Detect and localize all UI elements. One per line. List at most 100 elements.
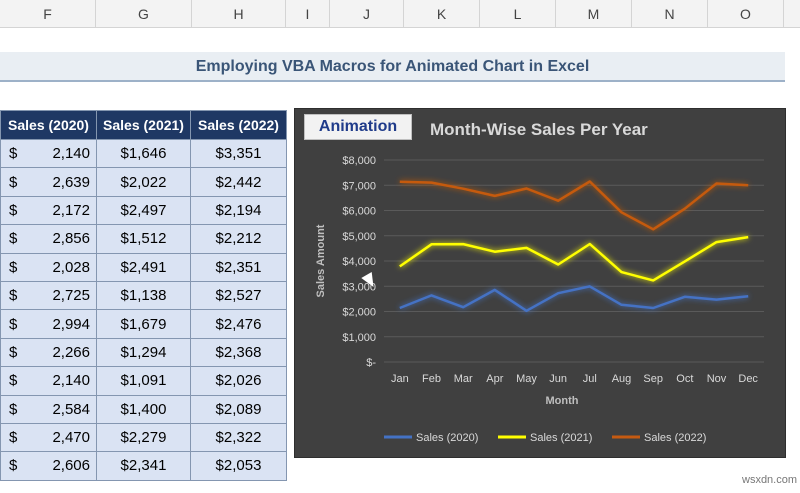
- cell-sales-2021[interactable]: $2,341: [96, 451, 191, 481]
- cell-sales-2021[interactable]: $2,491: [96, 252, 191, 282]
- cell-sales-2022[interactable]: $2,194: [190, 195, 287, 226]
- column-header-n[interactable]: N: [632, 0, 708, 28]
- cell-sales-2021[interactable]: $2,497: [96, 195, 191, 226]
- cell-sales-2020[interactable]: $2,028: [0, 252, 97, 282]
- cell-sales-2020[interactable]: $2,856: [0, 224, 97, 254]
- amount: 2,140: [52, 145, 90, 163]
- y-tick-label: $1,000: [342, 332, 376, 344]
- sheet-title[interactable]: Employing VBA Macros for Animated Chart …: [195, 58, 590, 75]
- currency-symbol: $: [9, 201, 18, 219]
- x-tick-label: Jul: [583, 373, 597, 385]
- cell-sales-2021[interactable]: $1,294: [96, 337, 191, 368]
- cell-sales-2021[interactable]: $1,646: [96, 138, 191, 169]
- column-header-k[interactable]: K: [404, 0, 480, 28]
- table-row: $2,172 $2,497 $2,194: [0, 195, 287, 226]
- x-tick-label: Mar: [454, 373, 473, 385]
- column-header-m[interactable]: M: [556, 0, 632, 28]
- currency-symbol: $: [9, 343, 18, 361]
- chart-title: Month-Wise Sales Per Year: [430, 120, 648, 139]
- column-header-i[interactable]: I: [286, 0, 330, 28]
- cell-sales-2022[interactable]: $2,476: [190, 309, 287, 339]
- y-tick-label: $7,000: [342, 180, 376, 192]
- amount: 2,725: [52, 287, 90, 305]
- currency-symbol: $: [9, 145, 18, 163]
- cell-sales-2021[interactable]: $2,022: [96, 167, 191, 197]
- table-row: $2,994 $1,679 $2,476: [0, 309, 287, 339]
- cell-sales-2022[interactable]: $2,442: [190, 167, 287, 197]
- amount: 2,266: [52, 343, 90, 361]
- header-sales-2022[interactable]: Sales (2022): [190, 110, 287, 140]
- y-tick-label: $3,000: [342, 281, 376, 293]
- watermark: wsxdn.com: [742, 474, 798, 486]
- currency-symbol: $: [9, 258, 18, 276]
- cell-sales-2020[interactable]: $2,172: [0, 195, 97, 226]
- cell-sales-2020[interactable]: $2,140: [0, 366, 97, 396]
- currency-symbol: $: [9, 287, 18, 305]
- currency-symbol: $: [9, 429, 18, 447]
- column-header-row: F G H I J K L M N O: [0, 0, 800, 28]
- table-row: $2,584 $1,400 $2,089: [0, 394, 287, 424]
- table-row: $2,725 $1,138 $2,527: [0, 280, 287, 311]
- table-row: $2,140 $1,646 $3,351: [0, 138, 287, 169]
- column-header-j[interactable]: J: [330, 0, 404, 28]
- amount: 2,639: [52, 173, 90, 191]
- cell-sales-2020[interactable]: $2,639: [0, 167, 97, 197]
- cell-sales-2020[interactable]: $2,140: [0, 138, 97, 169]
- currency-symbol: $: [9, 230, 18, 248]
- cell-sales-2020[interactable]: $2,470: [0, 422, 97, 453]
- amount: 2,470: [52, 429, 90, 447]
- legend-label: Sales (2020): [416, 432, 478, 444]
- y-tick-label: $-: [366, 357, 376, 369]
- table-header-row: Sales (2020) Sales (2021) Sales (2022): [0, 110, 287, 140]
- x-tick-label: Jan: [391, 373, 409, 385]
- cell-sales-2021[interactable]: $1,091: [96, 366, 191, 396]
- cell-sales-2020[interactable]: $2,725: [0, 280, 97, 311]
- series-line-2022: [399, 180, 749, 231]
- cell-sales-2022[interactable]: $3,351: [190, 138, 287, 169]
- cell-sales-2022[interactable]: $2,026: [190, 366, 287, 396]
- cell-sales-2021[interactable]: $1,512: [96, 224, 191, 254]
- cell-sales-2021[interactable]: $2,279: [96, 422, 191, 453]
- chart-area[interactable]: [294, 108, 786, 458]
- table-row: $2,266 $1,294 $2,368: [0, 337, 287, 368]
- currency-symbol: $: [9, 372, 18, 390]
- x-tick-label: May: [516, 373, 537, 385]
- cell-sales-2022[interactable]: $2,089: [190, 394, 287, 424]
- title-band: [0, 52, 785, 82]
- legend-label: Sales (2022): [644, 432, 706, 444]
- amount: 2,028: [52, 258, 90, 276]
- cell-sales-2022[interactable]: $2,351: [190, 252, 287, 282]
- cell-sales-2020[interactable]: $2,606: [0, 451, 97, 481]
- x-tick-label: Nov: [707, 373, 727, 385]
- currency-symbol: $: [9, 173, 18, 191]
- x-axis-title: Month: [546, 395, 579, 407]
- cell-sales-2021[interactable]: $1,679: [96, 309, 191, 339]
- table-row: $2,856 $1,512 $2,212: [0, 224, 287, 254]
- cell-sales-2022[interactable]: $2,368: [190, 337, 287, 368]
- series-line-2021: [399, 235, 749, 282]
- cell-sales-2022[interactable]: $2,322: [190, 422, 287, 453]
- header-sales-2020[interactable]: Sales (2020): [0, 110, 97, 140]
- amount: 2,606: [52, 457, 90, 475]
- cell-sales-2022[interactable]: $2,527: [190, 280, 287, 311]
- header-sales-2021[interactable]: Sales (2021): [96, 110, 191, 140]
- column-header-l[interactable]: L: [480, 0, 556, 28]
- column-header-o[interactable]: O: [708, 0, 784, 28]
- cell-sales-2022[interactable]: $2,212: [190, 224, 287, 254]
- cell-sales-2020[interactable]: $2,266: [0, 337, 97, 368]
- sales-line-chart[interactable]: $- $1,000 $2,000 $3,000 $4,000 $5,000 $6,000 $7…: [294, 108, 786, 458]
- column-header-g[interactable]: G: [96, 0, 192, 28]
- cell-sales-2021[interactable]: $1,138: [96, 280, 191, 311]
- amount: 2,994: [52, 315, 90, 333]
- cell-sales-2020[interactable]: $2,584: [0, 394, 97, 424]
- column-header-f[interactable]: F: [0, 0, 96, 28]
- cell-sales-2021[interactable]: $1,400: [96, 394, 191, 424]
- animation-button[interactable]: Animation: [304, 114, 412, 140]
- cell-sales-2022[interactable]: $2,053: [190, 451, 287, 481]
- y-tick-label: $8,000: [342, 155, 376, 167]
- column-header-h[interactable]: H: [192, 0, 286, 28]
- cell-sales-2020[interactable]: $2,994: [0, 309, 97, 339]
- y-tick-label: $4,000: [342, 256, 376, 268]
- x-tick-label: Oct: [676, 373, 693, 385]
- table-row: $2,606 $2,341 $2,053: [0, 451, 287, 481]
